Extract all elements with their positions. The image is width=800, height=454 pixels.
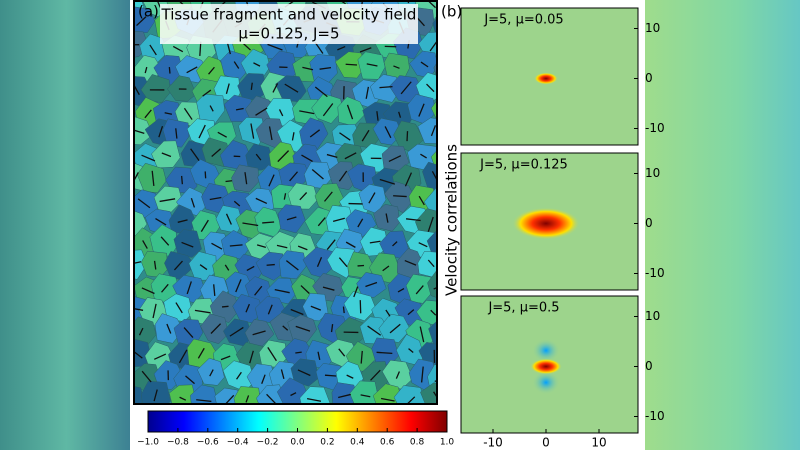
colorbar-tick-label: −0.6 xyxy=(197,438,219,448)
y-tick-label: 0 xyxy=(645,216,653,230)
colorbar-tick-label: 0.6 xyxy=(380,438,395,448)
y-tick-label: -10 xyxy=(645,121,665,135)
colorbar-tick-label: 1.0 xyxy=(440,438,455,448)
colorbar-tick-label: 0.4 xyxy=(350,438,365,448)
y-tick-label: 0 xyxy=(645,359,653,373)
y-tick-label: 10 xyxy=(645,21,660,35)
panel-subtitle: μ=0.125, J=5 xyxy=(238,25,339,43)
heat-blob xyxy=(534,73,558,85)
x-tick-label: 10 xyxy=(591,436,606,450)
colorbar-tick-label: 0.0 xyxy=(290,438,305,448)
plot-title: J=5, μ=0.05 xyxy=(483,13,563,28)
velocity-arrow xyxy=(295,352,301,353)
velocity-arrow xyxy=(262,222,274,223)
plot-title: J=5, μ=0.125 xyxy=(479,158,568,173)
velocity-arrow xyxy=(343,307,344,313)
y-tick-label: 0 xyxy=(645,71,653,85)
heat-blob xyxy=(530,359,562,375)
velocity-arrow xyxy=(393,196,407,197)
tissue xyxy=(115,0,464,415)
y-axis-label: Velocity correlations xyxy=(443,144,461,296)
x-tick-label: -10 xyxy=(483,436,503,450)
x-tick-label: 0 xyxy=(542,436,550,450)
background-left xyxy=(0,0,133,450)
velocity-arrow xyxy=(222,306,228,307)
colorbar-tick-label: 0.2 xyxy=(320,438,334,448)
velocity-arrow xyxy=(267,265,275,266)
y-tick-label: 10 xyxy=(645,309,660,323)
panel-title: Tissue fragment and velocity field xyxy=(161,6,417,24)
y-tick-label: 10 xyxy=(645,166,660,180)
velocity-arrow xyxy=(251,83,252,90)
colorbar-tick-label: −0.4 xyxy=(227,438,249,448)
colorbar-tick-label: −0.8 xyxy=(167,438,189,448)
velocity-arrow xyxy=(346,64,357,65)
velocity-arrow xyxy=(169,67,170,73)
velocity-arrow xyxy=(182,176,183,184)
y-tick-label: -10 xyxy=(645,409,665,423)
heat-blob xyxy=(512,208,580,240)
panel-label: (a) xyxy=(138,3,159,21)
background-right xyxy=(645,0,800,450)
colorbar-tick-label: 0.8 xyxy=(410,438,425,448)
y-tick-label: -10 xyxy=(645,266,665,280)
colorbar-tick-label: −0.2 xyxy=(257,438,279,448)
plot-title: J=5, μ=0.5 xyxy=(487,301,559,316)
colorbar-tick-label: −1.0 xyxy=(137,438,159,448)
velocity-arrow xyxy=(226,181,232,182)
panel-label: (b) xyxy=(441,3,462,21)
velocity-arrow xyxy=(325,375,336,376)
